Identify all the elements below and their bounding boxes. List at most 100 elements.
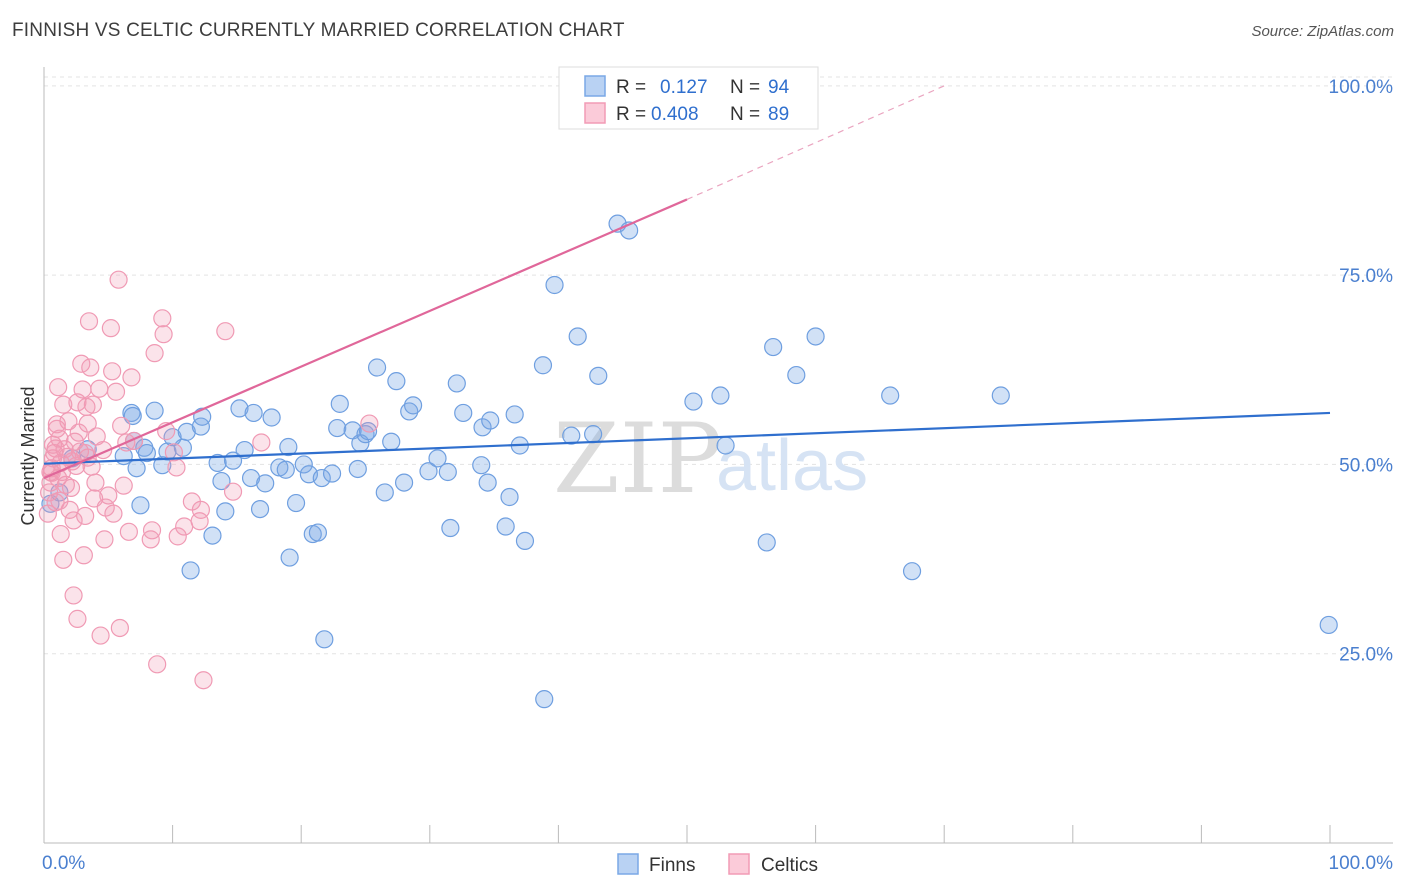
finns-point — [123, 406, 142, 426]
finns-point — [562, 426, 581, 445]
finns-point — [375, 483, 394, 502]
finns-point — [230, 399, 249, 418]
finns-point — [294, 455, 313, 474]
finns-point — [454, 403, 473, 423]
finns-point — [286, 493, 306, 513]
finns-point — [358, 422, 378, 441]
celtics-point — [223, 482, 243, 501]
celtics-legend-swatch — [584, 102, 606, 124]
celtics-point — [191, 500, 210, 519]
x-tick-label-max: 100.0% — [1329, 853, 1394, 874]
celtics-point — [43, 435, 63, 454]
y-axis-label: Currently Married — [18, 386, 38, 525]
celtics-point — [91, 626, 110, 645]
finns-point — [505, 405, 524, 424]
celtics-points — [38, 270, 379, 690]
finns-n-value: 94 — [768, 77, 790, 98]
finns-point — [131, 496, 150, 515]
watermark-zip: ZIP — [553, 403, 722, 515]
celtics-point — [54, 550, 73, 569]
celtics-point — [68, 609, 87, 628]
celtics-point — [167, 458, 186, 477]
finns-point — [496, 517, 515, 536]
finns-point — [472, 456, 491, 475]
y-tick-label-100: 100.0% — [1329, 77, 1394, 98]
finns-point — [235, 440, 254, 460]
finns-point — [137, 443, 156, 463]
y-tick-label-25: 25.0% — [1339, 645, 1393, 666]
finns-point — [250, 500, 270, 519]
finns-point — [419, 462, 438, 481]
celtics-point — [60, 500, 79, 519]
finns-point — [387, 372, 406, 391]
finns-point — [356, 425, 375, 444]
finns-point — [276, 460, 295, 479]
finns-point — [256, 474, 275, 493]
celtics-point — [112, 416, 131, 435]
celtics-point — [49, 378, 68, 397]
finns-point — [322, 464, 342, 483]
celtics-n-label: N = — [730, 104, 760, 125]
finns-point — [589, 366, 608, 385]
finns-point — [584, 425, 603, 444]
celtics-point — [86, 473, 105, 492]
finns-point — [312, 468, 331, 488]
finns-point — [177, 422, 196, 441]
finns-point — [280, 548, 299, 567]
celtics-point — [148, 655, 167, 674]
celtics-r-label: R = — [616, 104, 646, 125]
celtics-point — [81, 358, 100, 377]
celtics-n-value: 89 — [768, 104, 789, 125]
finns-point — [244, 403, 263, 423]
finns-point — [545, 275, 564, 295]
finns-point — [481, 411, 500, 430]
x-tick-label-min: 0.0% — [42, 853, 85, 874]
celtics-point — [101, 319, 120, 338]
finns-n-label: N = — [730, 77, 760, 98]
celtics-point — [145, 344, 164, 363]
y-tick-label-75: 75.0% — [1339, 266, 1393, 287]
finns-point — [764, 337, 783, 357]
celtics-point — [47, 415, 66, 434]
finns-point — [428, 449, 447, 468]
finns-point — [216, 502, 235, 521]
celtics-point — [73, 380, 92, 399]
finns-point — [535, 690, 554, 709]
celtics-point — [74, 546, 93, 565]
celtics-point — [54, 395, 73, 414]
celtics-point — [64, 586, 83, 605]
celtics-point — [141, 530, 160, 549]
celtics-point — [79, 312, 99, 331]
trend-lines — [43, 85, 1331, 480]
finns-point — [315, 630, 334, 649]
celtics-point — [106, 382, 126, 401]
finns-point — [181, 561, 200, 580]
finns-point — [191, 417, 210, 436]
finns-point — [212, 471, 231, 491]
celtics-point — [59, 412, 78, 431]
finns-point — [241, 468, 261, 488]
finns-point — [500, 487, 519, 507]
finns-point — [367, 358, 387, 377]
finns-point — [122, 403, 141, 423]
y-tick-labels: 25.0% 50.0% 75.0% 100.0% — [1329, 77, 1394, 666]
finns-point — [806, 327, 825, 346]
finns-point — [716, 436, 735, 455]
finns-point — [403, 396, 423, 415]
celtics-point — [154, 325, 173, 344]
source-label: Source: ZipAtlas.com — [1251, 23, 1394, 40]
celtics-point — [175, 517, 194, 536]
celtics-point — [78, 414, 97, 433]
finns-r-value: 0.127 — [660, 77, 708, 98]
celtics-point — [65, 432, 84, 451]
finns-r-label: R = — [616, 77, 646, 98]
finns-point — [153, 456, 172, 475]
axes — [43, 67, 1393, 844]
finns-point — [515, 531, 535, 551]
finns-point — [881, 386, 900, 405]
finns-point — [330, 394, 349, 413]
finns-point — [438, 462, 457, 482]
finns-point — [145, 401, 164, 420]
finns-point — [757, 533, 776, 552]
celtics-point — [168, 527, 187, 546]
